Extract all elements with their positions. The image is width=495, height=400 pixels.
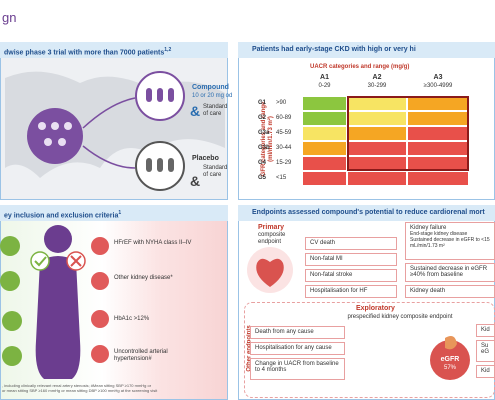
- svg-text:&: &: [190, 173, 200, 189]
- cropped-item: Kid: [476, 324, 495, 337]
- kidney-failure-box: Kidney failure End-stage kidney disease …: [405, 222, 495, 260]
- other-item: Change in UACR from baseline to 4 months: [250, 358, 345, 380]
- criteria-item: Other kidney disease*: [114, 275, 173, 281]
- egfr-label: eGFR: [440, 356, 460, 363]
- cell: [302, 141, 347, 156]
- column-range: 30-299: [367, 83, 387, 89]
- other-item: Hospitalisation for any cause: [250, 342, 345, 355]
- criteria-header: ey inclusion and exclusion criteria1: [0, 205, 228, 221]
- cell: [302, 111, 347, 126]
- criteria-item: HFrEF with NYHA class II–IV: [114, 240, 192, 246]
- ckd-header: Patients had early-stage CKD with high o…: [238, 42, 495, 58]
- row-range: <15: [276, 175, 287, 181]
- egfr-icon: [430, 336, 470, 380]
- cropped-item: Kid: [476, 365, 495, 378]
- sup: 1: [118, 210, 122, 216]
- compound-dose: 10 or 20 mg od: [192, 93, 233, 99]
- primary-item: Hospitalisation for HF: [305, 285, 397, 298]
- column-label: A3: [433, 74, 443, 81]
- row-range: 60-89: [276, 115, 292, 121]
- trial-art: & &: [5, 71, 225, 191]
- other-item: Death from any cause: [250, 326, 345, 339]
- kidney-failure: Kidney failure: [410, 225, 447, 231]
- cell: [347, 171, 407, 186]
- criteria-art: [0, 225, 109, 379]
- column-range: 0-29: [318, 83, 331, 89]
- cell: [302, 126, 347, 141]
- kidney-failure-item: End-stage kidney disease: [410, 231, 468, 237]
- header-text: ey inclusion and exclusion criteria: [4, 212, 119, 220]
- exploratory-label: Exploratory: [356, 305, 395, 312]
- footnote: , including clinically relevant renal ar…: [2, 383, 158, 393]
- criteria-item: HbA1c >12%: [114, 316, 150, 322]
- row-label: G3a: [258, 130, 270, 136]
- row-range: 15-29: [276, 160, 292, 166]
- highlight: [347, 96, 469, 171]
- placebo-name: Placebo: [192, 155, 219, 162]
- exploratory-sub: prespecified kidney composite endpoint: [347, 314, 453, 320]
- row-label: G1: [258, 100, 267, 106]
- primary-sub: composite endpoint: [258, 232, 286, 245]
- endpoints-header: Endpoints assessed compound's potential …: [238, 205, 495, 221]
- row-label: G3b: [258, 145, 270, 151]
- kidney-item: Sustained decrease in eGFR ≥40% from bas…: [405, 263, 495, 282]
- row-range: 45-59: [276, 130, 292, 136]
- kidney-item: Kidney death: [405, 285, 495, 298]
- uacr-title: UACR categories and range (mg/g): [310, 64, 410, 70]
- svg-text:&: &: [190, 103, 200, 119]
- egfr-value: 57%: [443, 365, 456, 371]
- row-range: >90: [276, 100, 287, 106]
- header-text: dwise phase 3 trial with more than 7000 …: [4, 49, 165, 57]
- cell: [302, 171, 347, 186]
- heart-icon: [247, 247, 293, 293]
- row-range: 30-44: [276, 145, 292, 151]
- primary-item: Non-fatal MI: [305, 253, 397, 266]
- row-label: G4: [258, 160, 267, 166]
- placebo-care: Standard of care: [203, 165, 228, 178]
- sup: 1,2: [164, 47, 172, 53]
- compound-care: Standard of care: [203, 104, 228, 117]
- primary-item: Non-fatal stroke: [305, 269, 397, 282]
- cell: [407, 171, 469, 186]
- primary-label: Primary: [258, 224, 285, 231]
- cell: [302, 96, 347, 111]
- column-label: A1: [320, 74, 329, 81]
- criteria-item: Uncontrolled arterial hypertension#: [114, 349, 168, 362]
- trial-header: dwise phase 3 trial with more than 7000 …: [0, 42, 228, 58]
- row-label: G2: [258, 115, 267, 121]
- page-title: gn: [2, 10, 17, 25]
- compound-name: Compound: [192, 84, 229, 91]
- primary-item: CV death: [305, 237, 397, 250]
- kidney-failure-item: Sustained decrease in eGFR to <15 mL/min…: [410, 237, 490, 249]
- cropped-item: Su eG: [476, 340, 495, 362]
- column-range: ≥300-4999: [423, 83, 453, 89]
- column-label: A2: [372, 74, 382, 81]
- row-label: G5: [258, 175, 267, 181]
- cell: [302, 156, 347, 171]
